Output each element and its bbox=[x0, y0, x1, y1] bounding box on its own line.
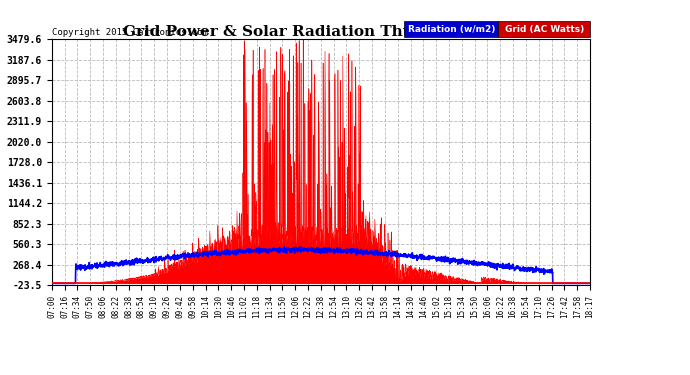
Text: Copyright 2015 Cartronics.com: Copyright 2015 Cartronics.com bbox=[52, 28, 208, 37]
Title: Grid Power & Solar Radiation Thu Oct 8 18:21: Grid Power & Solar Radiation Thu Oct 8 1… bbox=[124, 26, 518, 39]
Text: Grid (AC Watts): Grid (AC Watts) bbox=[504, 24, 584, 33]
FancyBboxPatch shape bbox=[404, 21, 498, 37]
Text: Radiation (w/m2): Radiation (w/m2) bbox=[408, 24, 495, 33]
FancyBboxPatch shape bbox=[498, 21, 590, 37]
